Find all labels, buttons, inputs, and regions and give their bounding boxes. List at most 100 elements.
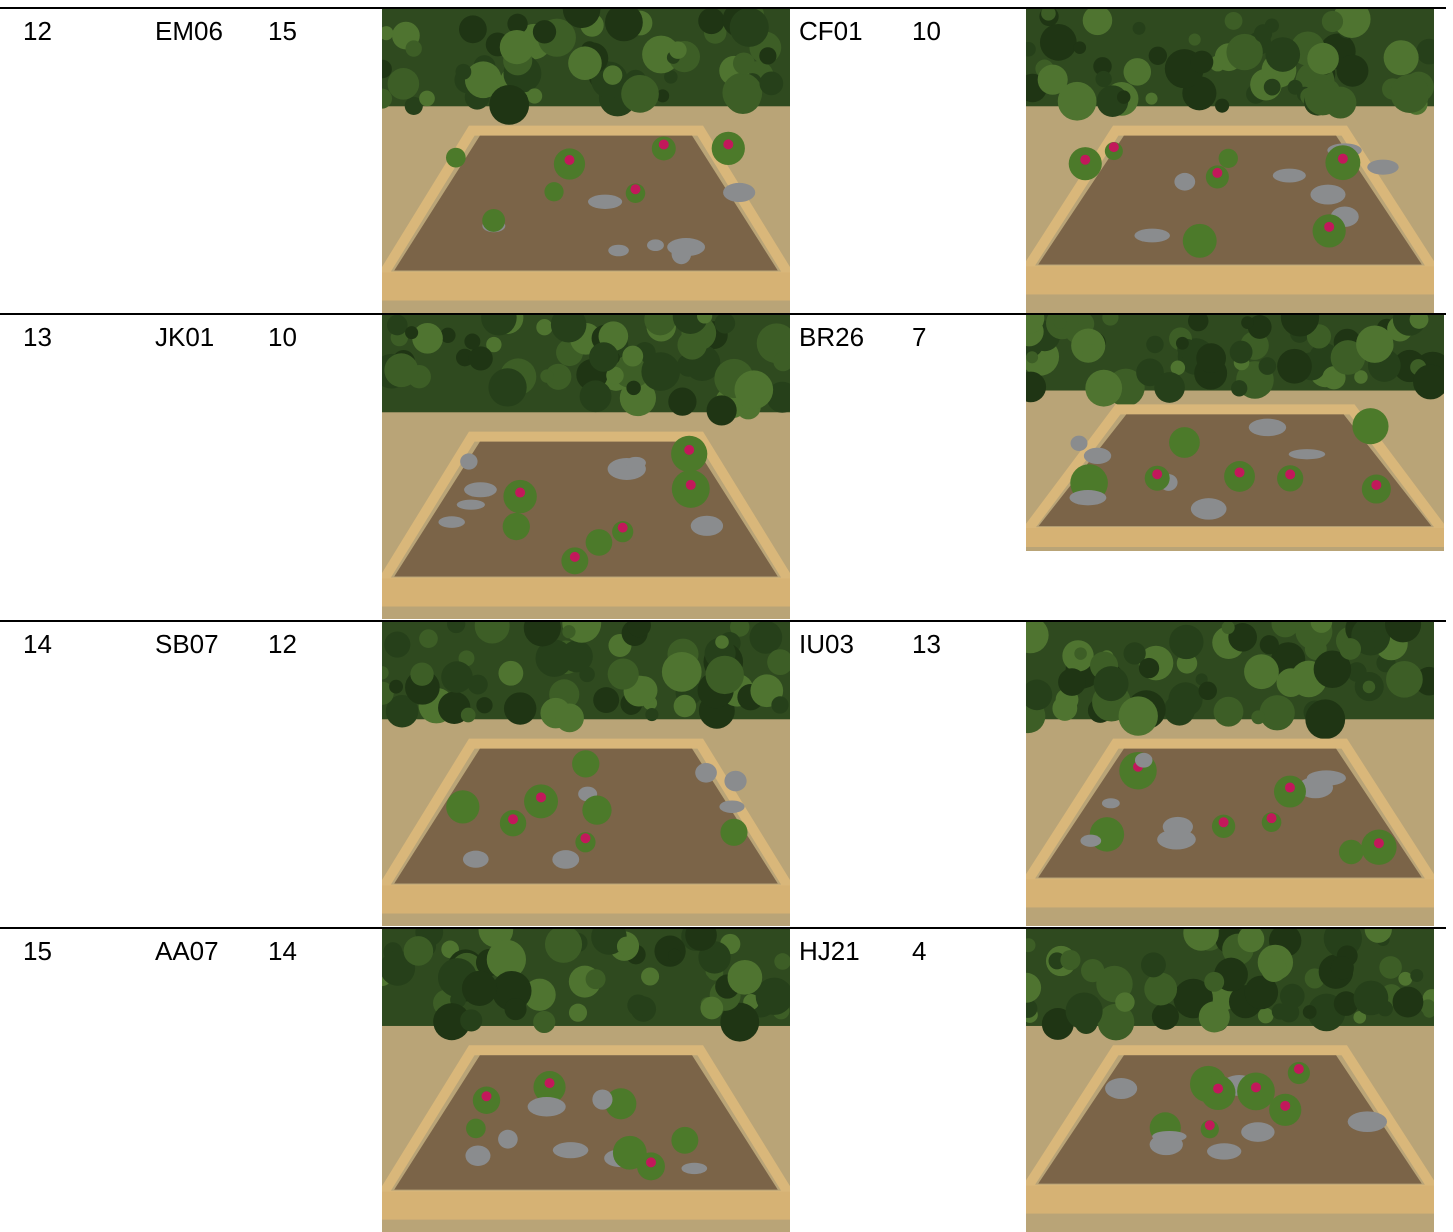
leaf [1123, 642, 1146, 665]
leaf [1354, 370, 1368, 384]
leaf [1302, 1005, 1317, 1019]
front-board [382, 1191, 790, 1220]
leaf [579, 380, 612, 413]
leaf [545, 363, 572, 390]
leaf [1190, 50, 1214, 74]
plant [544, 182, 564, 202]
leaf [1182, 629, 1200, 648]
flower [508, 814, 519, 825]
plot-score: 10 [912, 16, 941, 46]
flower [1266, 813, 1277, 824]
leaf [1332, 9, 1371, 38]
flower [544, 1078, 555, 1089]
plant [572, 750, 600, 778]
leaf [568, 1003, 588, 1022]
leaf [486, 336, 502, 353]
leaf [607, 658, 639, 690]
stone [552, 1142, 589, 1159]
stone [462, 850, 489, 868]
leaf [468, 346, 493, 371]
leaf [1364, 929, 1392, 943]
leaf [486, 939, 527, 980]
flower [1280, 1100, 1291, 1111]
flower [1250, 1082, 1261, 1093]
row-rule [0, 927, 1446, 929]
garden-photo [1026, 929, 1434, 1232]
leaf [1144, 972, 1178, 1006]
leaf [773, 351, 790, 372]
stone [1190, 498, 1227, 520]
leaf [419, 629, 438, 649]
leaf [1037, 64, 1068, 95]
flower [723, 139, 734, 150]
flower [645, 1157, 656, 1168]
leaf [1116, 90, 1131, 104]
leaf [455, 348, 474, 367]
leaf [1082, 9, 1113, 36]
bed-frame [1026, 1045, 1434, 1195]
leaf [503, 692, 537, 725]
leaf [1026, 622, 1049, 654]
leaf [1097, 1003, 1135, 1041]
stone [1149, 1134, 1183, 1156]
leaf [1215, 98, 1230, 113]
leaf [410, 662, 434, 686]
stone [1069, 490, 1107, 506]
leaf [440, 327, 456, 343]
leaf [1213, 696, 1244, 727]
plot-code: HJ21 [799, 936, 860, 966]
leaf [489, 84, 530, 125]
plot-score: 4 [912, 936, 927, 966]
leaf [1416, 38, 1434, 65]
front-board [1026, 1185, 1434, 1214]
stone [1134, 228, 1170, 243]
leaf [1026, 998, 1038, 1018]
leaf [1276, 668, 1306, 697]
leaf [1362, 680, 1376, 694]
stone [690, 515, 724, 536]
leaf [585, 969, 606, 990]
stone [719, 800, 745, 813]
leaf [464, 333, 481, 350]
leaf [1263, 78, 1281, 96]
stone [1105, 1078, 1138, 1100]
leaf [1237, 929, 1265, 953]
leaf [1287, 79, 1303, 95]
leaf [540, 369, 554, 383]
leaf [1082, 343, 1100, 362]
leaf [1198, 681, 1217, 701]
stone [592, 1089, 613, 1110]
front-board [382, 272, 790, 301]
leaf [1392, 986, 1424, 1018]
leaf [642, 35, 680, 74]
leaf [749, 622, 783, 654]
flower [536, 792, 547, 803]
leaf [405, 326, 419, 340]
flower [630, 184, 641, 195]
leaf [1057, 81, 1097, 121]
leaf [1231, 380, 1248, 397]
leaf [1271, 622, 1300, 638]
plot-code: CF01 [799, 16, 863, 46]
flower [684, 444, 695, 455]
leaf [499, 29, 535, 65]
leaf [1251, 710, 1266, 725]
leaf [729, 622, 750, 637]
leaf [481, 315, 517, 336]
plant [1338, 839, 1364, 865]
leaf [589, 342, 619, 372]
leaf [382, 88, 393, 109]
leaf [1196, 343, 1227, 374]
leaf [476, 697, 493, 714]
leaf [1209, 55, 1226, 72]
stone [527, 1096, 566, 1117]
leaf [555, 703, 584, 733]
leaf [697, 315, 713, 324]
leaf [544, 929, 583, 963]
leaf [526, 88, 543, 104]
leaf [1356, 325, 1394, 363]
stone [460, 453, 478, 470]
leaf [1280, 315, 1320, 337]
leaf [641, 352, 681, 391]
